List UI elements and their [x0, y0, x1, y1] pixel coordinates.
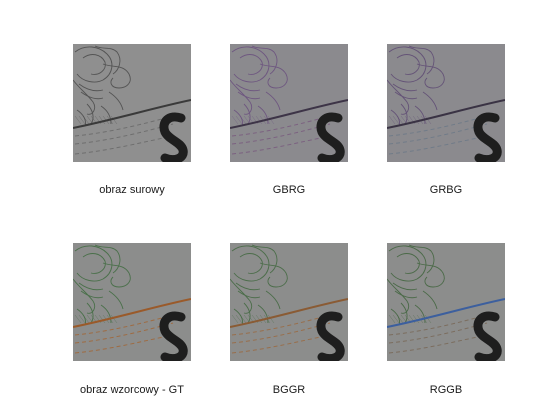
- dashed-lines: [74, 314, 174, 354]
- image-grbg: [387, 44, 505, 162]
- curved-line: [387, 298, 505, 328]
- curved-line: [230, 298, 348, 328]
- panel-bggr: [230, 243, 348, 361]
- caption-rggb: RGGB: [429, 384, 463, 396]
- s-glyph-shape: [316, 311, 345, 361]
- caption-gbrg: GBRG: [272, 184, 306, 196]
- flower-engraving: [73, 45, 131, 127]
- panel-rggb: [387, 243, 505, 361]
- flower-engraving: [387, 45, 445, 127]
- flower-engraving: [230, 244, 288, 326]
- s-glyph-shape: [159, 112, 188, 162]
- dashed-lines: [231, 314, 331, 354]
- s-glyph-shape: [473, 112, 502, 162]
- s-glyph-shape: [316, 112, 345, 162]
- caption-gt: obraz wzorcowy - GT: [80, 384, 184, 396]
- dashed-lines: [388, 314, 488, 354]
- dashed-lines: [388, 115, 488, 155]
- panel-raw: [73, 44, 191, 162]
- curved-line: [387, 99, 505, 129]
- panel-gt: [73, 243, 191, 361]
- image-gbrg: [230, 44, 348, 162]
- dashed-lines: [74, 115, 174, 155]
- engraving-hatching: [231, 115, 275, 125]
- caption-bggr: BGGR: [272, 384, 306, 396]
- panel-gbrg: [230, 44, 348, 162]
- s-glyph-shape: [159, 311, 188, 361]
- s-glyph-shape: [473, 311, 502, 361]
- dashed-lines: [231, 115, 331, 155]
- curved-line: [73, 298, 191, 328]
- image-bggr: [230, 243, 348, 361]
- curved-line: [230, 99, 348, 129]
- image-raw: [73, 44, 191, 162]
- caption-raw: obraz surowy: [99, 184, 165, 196]
- image-rggb: [387, 243, 505, 361]
- curved-line: [73, 99, 191, 129]
- image-gt: [73, 243, 191, 361]
- panel-grbg: [387, 44, 505, 162]
- caption-grbg: GRBG: [429, 184, 463, 196]
